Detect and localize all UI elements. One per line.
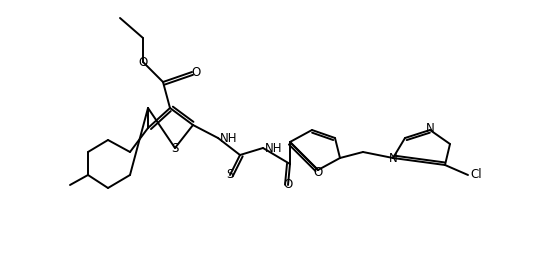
Text: O: O: [192, 65, 201, 79]
Text: O: O: [283, 178, 293, 192]
Text: NH: NH: [220, 132, 237, 144]
Text: N: N: [426, 121, 434, 135]
Text: N: N: [388, 151, 398, 165]
Text: O: O: [138, 55, 148, 69]
Text: S: S: [171, 142, 179, 154]
Text: S: S: [226, 169, 234, 181]
Text: O: O: [313, 166, 322, 178]
Text: Cl: Cl: [470, 169, 481, 181]
Text: NH: NH: [265, 142, 282, 154]
